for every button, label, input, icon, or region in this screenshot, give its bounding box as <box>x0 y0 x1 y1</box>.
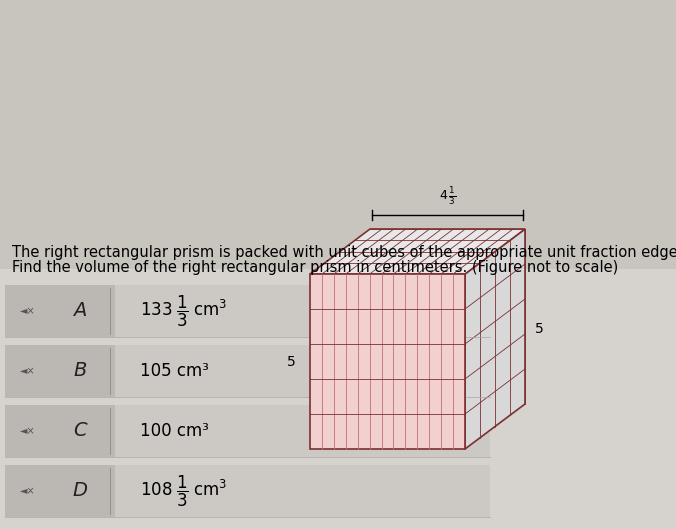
Text: A: A <box>73 302 87 321</box>
Bar <box>5 405 115 457</box>
Polygon shape <box>465 229 525 449</box>
Text: Find the volume of the right rectangular prism in centimeters. (Figure not to sc: Find the volume of the right rectangular… <box>12 260 619 275</box>
Text: The right rectangular prism is packed with unit cubes of the appropriate unit fr: The right rectangular prism is packed wi… <box>12 245 676 260</box>
Text: $133\;\dfrac{1}{3}\;\mathrm{cm}^3$: $133\;\dfrac{1}{3}\;\mathrm{cm}^3$ <box>140 294 227 329</box>
Text: 5: 5 <box>535 322 544 336</box>
Text: D: D <box>72 481 87 500</box>
Text: C: C <box>73 422 87 441</box>
Text: ◄×: ◄× <box>20 306 36 316</box>
Bar <box>5 465 490 517</box>
Text: $108\;\dfrac{1}{3}\;\mathrm{cm}^3$: $108\;\dfrac{1}{3}\;\mathrm{cm}^3$ <box>140 473 227 508</box>
Text: ◄×: ◄× <box>20 366 36 376</box>
Text: B: B <box>73 361 87 380</box>
Bar <box>5 285 115 337</box>
Bar <box>0 269 676 529</box>
Polygon shape <box>310 274 465 449</box>
Text: ◄×: ◄× <box>20 486 36 496</box>
Bar <box>5 465 115 517</box>
Text: $4\,\frac{1}{3}$: $4\,\frac{1}{3}$ <box>439 185 456 207</box>
Text: 100 cm³: 100 cm³ <box>140 422 209 440</box>
Text: 105 cm³: 105 cm³ <box>140 362 209 380</box>
Bar <box>5 405 490 457</box>
Polygon shape <box>310 229 525 274</box>
Text: 5: 5 <box>287 354 296 369</box>
Bar <box>5 345 490 397</box>
Text: ◄×: ◄× <box>20 426 36 436</box>
Bar <box>5 345 115 397</box>
Bar <box>5 285 490 337</box>
